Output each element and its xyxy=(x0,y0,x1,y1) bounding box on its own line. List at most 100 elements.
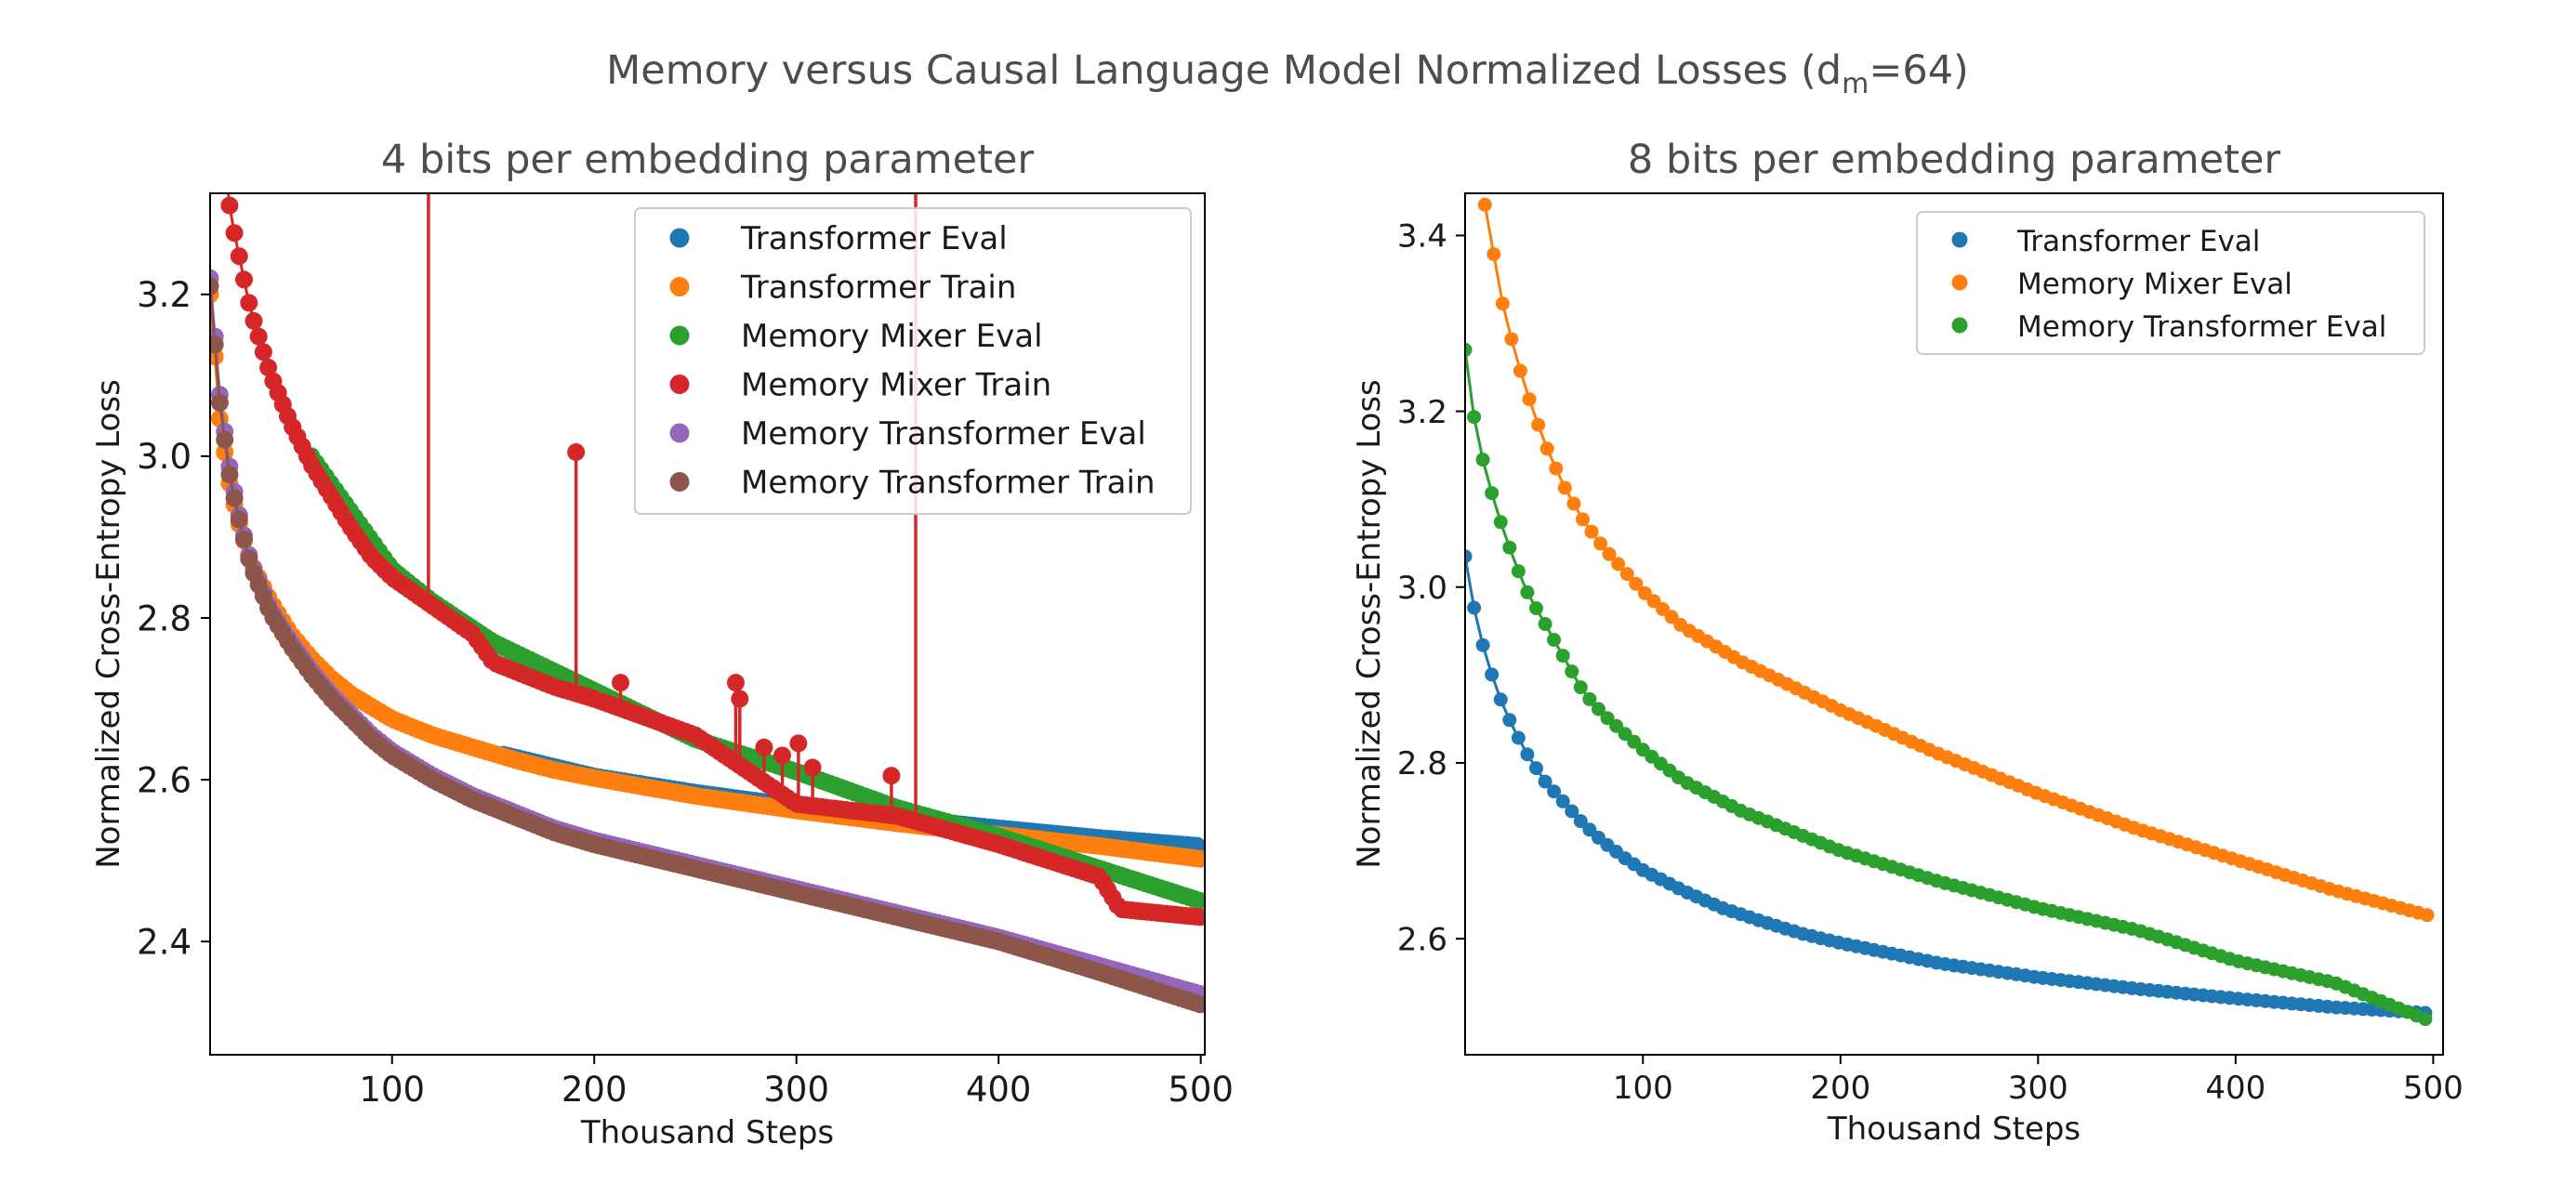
x-tick-label: 100 xyxy=(359,1070,425,1110)
series-memory-transformer-eval xyxy=(1465,342,2433,1027)
data-point xyxy=(1493,692,1508,707)
data-point xyxy=(2420,908,2435,923)
data-point xyxy=(1485,667,1499,682)
data-point xyxy=(1477,197,1492,212)
data-point xyxy=(1602,546,1617,561)
legend-marker xyxy=(1951,231,1968,248)
data-point xyxy=(1539,441,1554,456)
series-memory-transformer-train xyxy=(210,277,1205,1014)
x-tick-label: 300 xyxy=(763,1070,829,1110)
data-point xyxy=(1467,600,1482,615)
data-point xyxy=(1593,536,1608,551)
data-point xyxy=(1566,496,1581,511)
data-point xyxy=(1565,664,1579,679)
data-point xyxy=(216,430,234,449)
y-axis-label: Normalized Cross-Entropy Loss xyxy=(1351,379,1388,869)
data-point xyxy=(1565,804,1579,819)
legend-label: Memory Mixer Eval xyxy=(741,318,1043,355)
plot-area xyxy=(210,193,1205,1014)
data-point xyxy=(1549,461,1564,476)
data-point xyxy=(1611,557,1626,572)
data-point xyxy=(210,335,224,354)
data-point xyxy=(1664,610,1679,624)
data-point xyxy=(1573,814,1588,829)
data-point xyxy=(1511,730,1526,745)
legend-marker xyxy=(669,472,690,492)
legend: Transformer Eval Transformer Train Memory … xyxy=(634,207,1192,515)
data-point xyxy=(1504,332,1519,347)
data-point xyxy=(1555,794,1570,808)
data-point xyxy=(210,277,219,296)
x-axis-label: Thousand Steps xyxy=(580,1114,834,1151)
data-point xyxy=(1495,296,1510,311)
chart-panel-4bit: 4 bits per embedding parameter 100 200 300 4… xyxy=(90,137,1234,1151)
legend-marker xyxy=(669,375,690,394)
data-point xyxy=(1555,649,1570,664)
data-point xyxy=(1547,784,1562,799)
data-point xyxy=(230,510,248,529)
legend-marker xyxy=(669,228,690,248)
title-main: Memory versus Causal Language Model Norm… xyxy=(606,47,1842,94)
axes-frame xyxy=(209,192,1206,1056)
data-point xyxy=(1619,567,1634,582)
legend-marker xyxy=(1951,317,1968,334)
y-tick-label: 3.2 xyxy=(137,275,192,315)
data-point xyxy=(1191,995,1205,1014)
data-point xyxy=(244,311,263,330)
data-point xyxy=(1573,680,1588,695)
legend-label: Transformer Eval xyxy=(740,220,1008,257)
chart-panel-8bit: 8 bits per embedding parameter 100 200 300 4… xyxy=(1351,137,2464,1148)
data-point xyxy=(1656,601,1670,616)
figure-title: Memory versus Causal Language Model Norm… xyxy=(606,47,1969,100)
y-tick-label: 3.0 xyxy=(137,437,192,477)
series-memory-mixer-train xyxy=(220,193,1205,927)
x-tick-label: 200 xyxy=(561,1070,627,1110)
x-tick-label: 400 xyxy=(2205,1070,2266,1107)
x-tick-label: 300 xyxy=(2008,1070,2068,1107)
panel-title: 4 bits per embedding parameter xyxy=(381,137,1034,183)
data-point xyxy=(1538,617,1552,631)
y-tick-label: 2.4 xyxy=(137,922,192,962)
y-axis-label: Normalized Cross-Entropy Loss xyxy=(90,379,127,869)
panel-title: 8 bits per embedding parameter xyxy=(1628,137,2280,183)
legend-label: Transformer Eval xyxy=(2016,225,2260,258)
x-tick-label: 500 xyxy=(1168,1070,1234,1110)
data-point xyxy=(1513,363,1527,378)
legend-label: Memory Transformer Eval xyxy=(741,415,1146,453)
spike-point xyxy=(726,674,745,692)
data-point xyxy=(1522,392,1537,407)
legend-marker xyxy=(669,325,690,346)
data-point xyxy=(1584,524,1599,539)
y-tick-label: 3.2 xyxy=(1397,394,1447,431)
title-subscript: m xyxy=(1842,68,1869,100)
data-point xyxy=(254,343,272,361)
data-point xyxy=(1475,453,1490,467)
data-point xyxy=(1493,515,1508,530)
series-memory-mixer-eval xyxy=(1477,197,2435,923)
x-axis-label: Thousand Steps xyxy=(1827,1111,2081,1148)
data-point xyxy=(235,531,253,548)
data-point xyxy=(1529,601,1543,615)
legend-label: Memory Transformer Train xyxy=(741,465,1156,502)
data-point xyxy=(1538,774,1552,789)
legend: Transformer Eval Memory Mixer Eval Memory … xyxy=(1916,211,2425,355)
plot-area xyxy=(1465,197,2435,1027)
data-point xyxy=(235,270,253,289)
data-point xyxy=(1191,849,1205,868)
data-point xyxy=(1529,761,1543,776)
data-point xyxy=(210,393,229,412)
spike-point xyxy=(803,758,822,777)
spike-point xyxy=(789,734,808,753)
spike-point xyxy=(773,746,791,765)
data-point xyxy=(1485,486,1499,501)
data-point xyxy=(220,466,239,484)
data-point xyxy=(225,489,244,507)
data-point xyxy=(1547,633,1562,647)
data-point xyxy=(1618,727,1632,742)
data-point xyxy=(2418,1012,2433,1027)
legend-label: Transformer Train xyxy=(740,269,1016,307)
y-tick-label: 3.4 xyxy=(1397,218,1447,256)
data-point xyxy=(1629,576,1644,591)
data-point xyxy=(1627,734,1642,749)
